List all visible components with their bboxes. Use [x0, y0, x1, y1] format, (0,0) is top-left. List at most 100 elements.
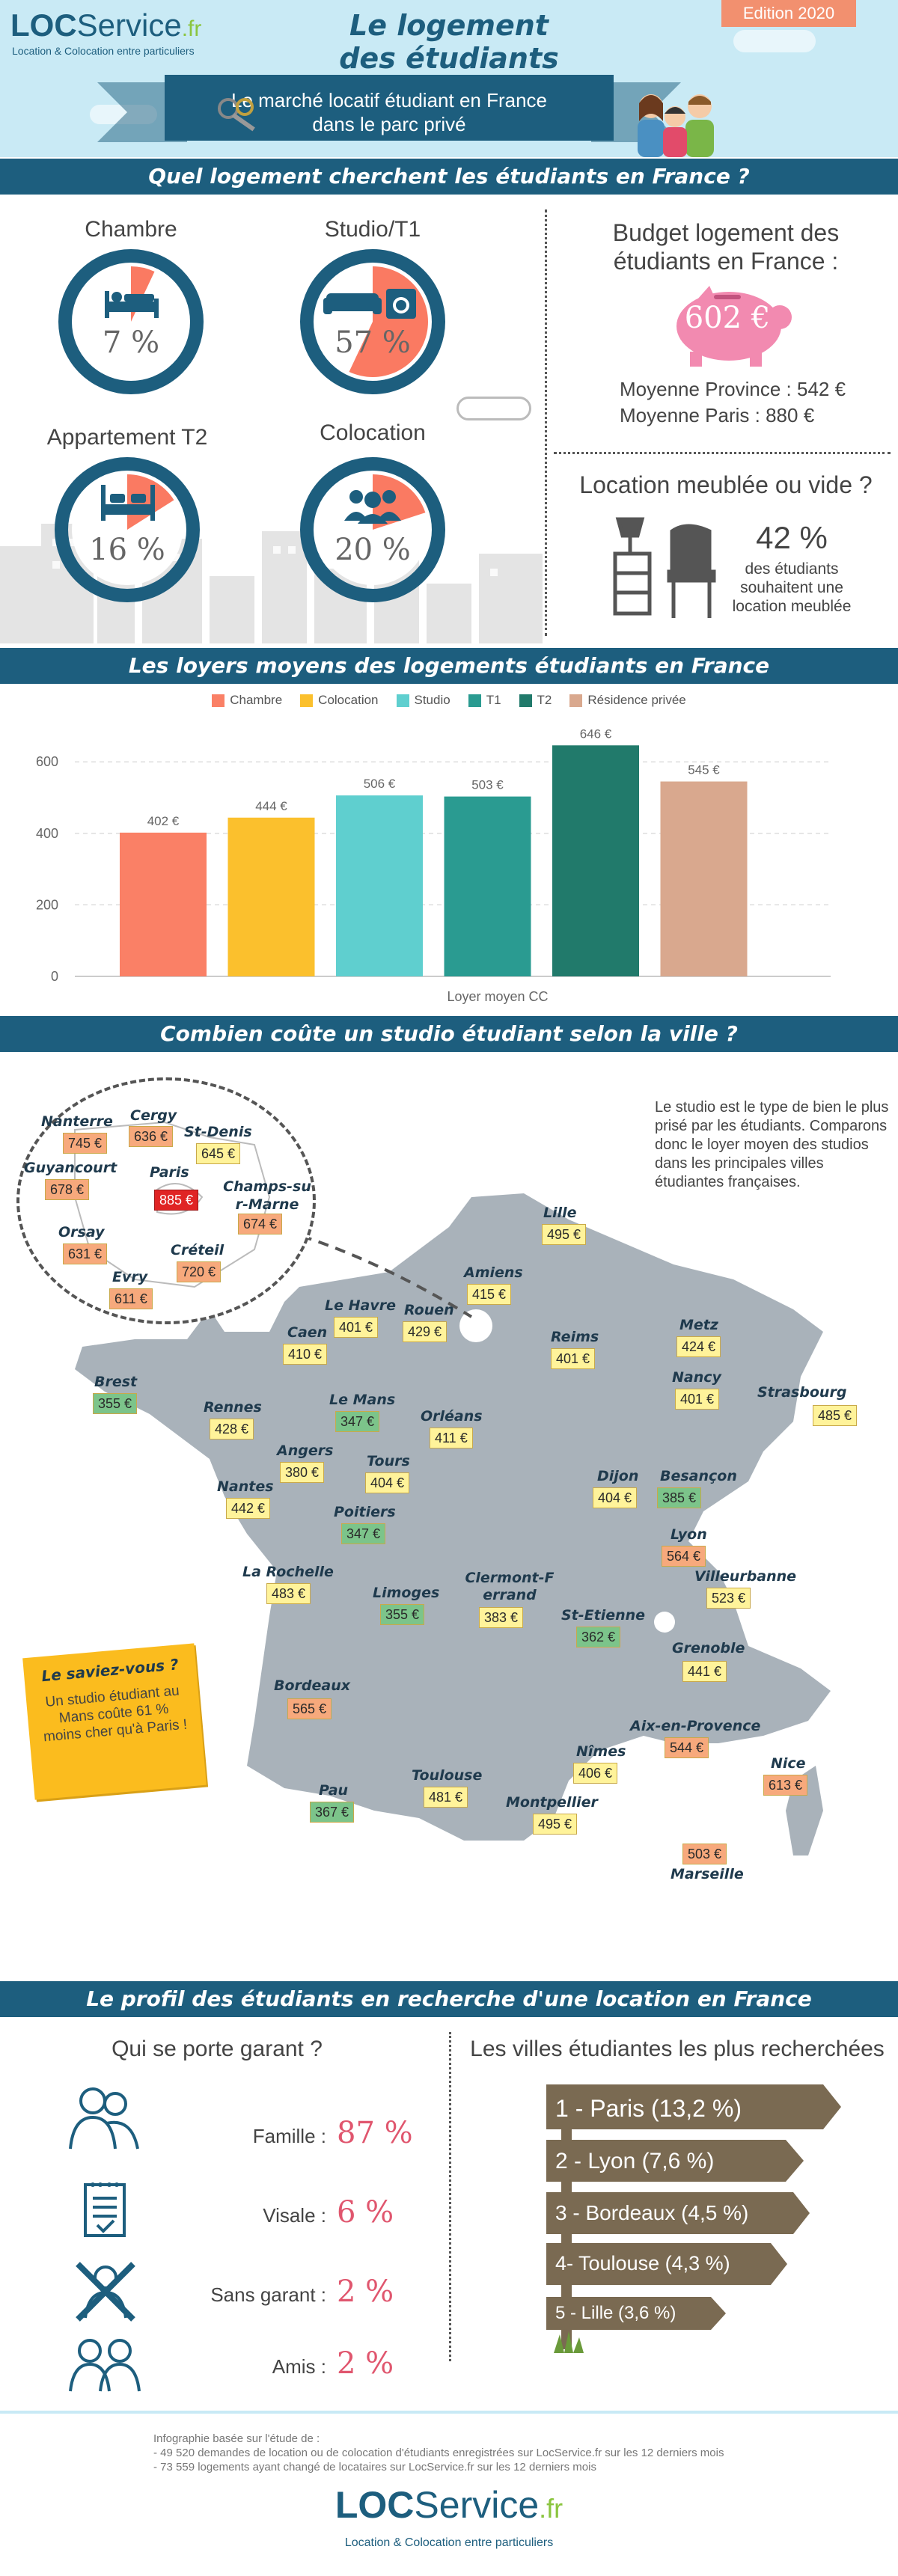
price-guyancourt: 678 € [45, 1179, 90, 1200]
guarantor-label: Sans garant : [210, 2283, 326, 2306]
city-label-aix: Aix-en-Provence [630, 1718, 761, 1734]
champs-name: Champs-sur-Marne [223, 1178, 311, 1213]
price-metz: 424 € [676, 1336, 721, 1357]
city-label-lyon: Lyon [671, 1526, 707, 1543]
piggy-bank-icon [676, 286, 792, 367]
page-title: Le logement des étudiants [284, 9, 614, 75]
guarantor-value: 6 % [337, 2195, 394, 2230]
legend-swatch [396, 694, 409, 707]
friends-icon [69, 2339, 141, 2392]
brand-logo[interactable]: LOCService.fr [10, 7, 201, 47]
price-nimes: 406 € [573, 1763, 618, 1784]
top-city-5: 5 - Lille (3,6 %) [555, 2303, 676, 2323]
guarantor-label: Amis : [272, 2355, 326, 2378]
bar-value-label: 402 € [147, 814, 180, 828]
guarantor-value: 2 % [337, 2346, 394, 2381]
price-amiens: 415 € [467, 1284, 512, 1305]
bar-value-label: 646 € [580, 726, 612, 741]
family-icon [69, 2087, 139, 2150]
footer-tagline: Location & Colocation entre particuliers [344, 2536, 554, 2549]
guarantor-value: 87 % [337, 2116, 413, 2150]
meuble-text: des étudiants souhaitent une location me… [717, 560, 867, 616]
students-illustration [638, 94, 714, 157]
avg-province: Moyenne Province : 542 € [620, 378, 846, 400]
y-tick-label: 200 [36, 897, 58, 912]
price-dijon: 404 € [593, 1487, 638, 1508]
city-label-villeurbanne: Villeurbanne [694, 1568, 797, 1585]
city-label-poitiers: Poitiers [334, 1504, 396, 1520]
price-angers: 380 € [280, 1462, 325, 1483]
subtitle-line-2: dans le parc privé [312, 113, 466, 135]
city-label-reims: Reims [551, 1329, 599, 1345]
price-rennes: 428 € [210, 1419, 254, 1440]
price-orleans: 411 € [430, 1428, 473, 1448]
bar-value-label: 444 € [255, 799, 287, 813]
top-city-3: 3 - Bordeaux (4,5 %) [555, 2201, 749, 2224]
double-bed-icon [101, 485, 155, 521]
signpost-illustration [546, 2084, 841, 2353]
city-label-creteil: Créteil [171, 1242, 224, 1258]
clermont-name: Clermont-Ferrand [465, 1570, 555, 1603]
paris-region-outline [74, 1121, 271, 1288]
donut-chambre [58, 249, 204, 394]
top-city-4: 4- Toulouse (4,3 %) [555, 2252, 730, 2274]
price-limoges: 355 € [380, 1604, 425, 1625]
source-line-2: - 49 520 demandes de location ou de colo… [153, 2447, 724, 2459]
bar-t1 [444, 796, 531, 976]
price-nice: 613 € [763, 1775, 808, 1796]
city-label-nimes: Nîmes [576, 1743, 626, 1760]
price-st-denis: 645 € [196, 1143, 241, 1164]
legend-label: T1 [486, 693, 501, 707]
city-label-limoges: Limoges [373, 1585, 440, 1601]
brand-loc: LOC [10, 7, 77, 43]
price-le-havre: 401 € [334, 1317, 379, 1338]
title-line-2: des étudiants [339, 42, 559, 75]
meuble-title: Location meublée ou vide ? [579, 471, 873, 498]
did-you-know-title: Le saviez-vous ? [40, 1655, 180, 1686]
price-bordeaux: 565 € [287, 1698, 332, 1719]
y-tick-label: 400 [36, 826, 58, 841]
city-label-orleans: Orléans [421, 1408, 483, 1425]
price-creteil: 720 € [177, 1261, 222, 1282]
donut-value-t2: 16 % [89, 533, 165, 567]
price-marseille: 503 € [682, 1844, 727, 1864]
cities-title: Les villes étudiantes les plus recherché… [470, 2037, 885, 2061]
donut-studio [300, 249, 445, 394]
meuble-text-line-2: souhaitent une [740, 579, 843, 596]
edition-badge: Edition 2020 [721, 0, 856, 27]
price-poitiers: 347 € [341, 1523, 386, 1544]
legend-label: T2 [537, 693, 552, 707]
guarantor-row-sans-garant: Sans garant : 2 % [150, 2274, 419, 2309]
price-clermont: 383 € [479, 1607, 524, 1628]
price-rouen: 429 € [403, 1321, 448, 1342]
budget-divider [554, 452, 891, 454]
city-label-metz: Metz [679, 1317, 718, 1333]
donut-label-colocation: Colocation [320, 420, 426, 445]
section-1-title: Quel logement cherchent les étudiants en… [0, 159, 898, 195]
city-label-nanterre: Nanterre [41, 1113, 113, 1130]
footer-logo[interactable]: LOCService.fr [0, 2484, 898, 2530]
donut-t2 [55, 457, 200, 602]
city-label-marseille: Marseille [671, 1866, 744, 1882]
city-label-pau: Pau [319, 1782, 349, 1799]
price-tours: 404 € [365, 1472, 410, 1493]
donut-label-chambre: Chambre [85, 217, 177, 242]
sofa-icon [323, 289, 416, 319]
city-label-champs-sur-marne: Champs-sur-Marne [223, 1178, 311, 1214]
section-1-divider [545, 209, 547, 636]
legend-swatch [519, 694, 532, 707]
legend-item: Résidence privée [569, 693, 686, 708]
meuble-value: 42 % [756, 520, 828, 555]
meuble-text-line-3: location meublée [732, 598, 852, 615]
did-you-know-box: Le saviez-vous ? Un studio étudiant au M… [22, 1643, 207, 1800]
price-champs-sur-marne: 674 € [238, 1214, 283, 1235]
price-caen: 410 € [283, 1344, 328, 1365]
keys-icon [218, 98, 255, 132]
meuble-text-line-1: des étudiants [745, 560, 839, 578]
guarantor-value: 2 % [337, 2274, 394, 2309]
price-paris: 885 € [154, 1190, 199, 1211]
price-villeurbanne: 523 € [706, 1588, 751, 1609]
map-intro: Le studio est le type de bien le plus pr… [655, 1099, 889, 1190]
city-label-clermont: Clermont-Ferrand [462, 1570, 557, 1604]
bar-t2 [552, 745, 639, 976]
